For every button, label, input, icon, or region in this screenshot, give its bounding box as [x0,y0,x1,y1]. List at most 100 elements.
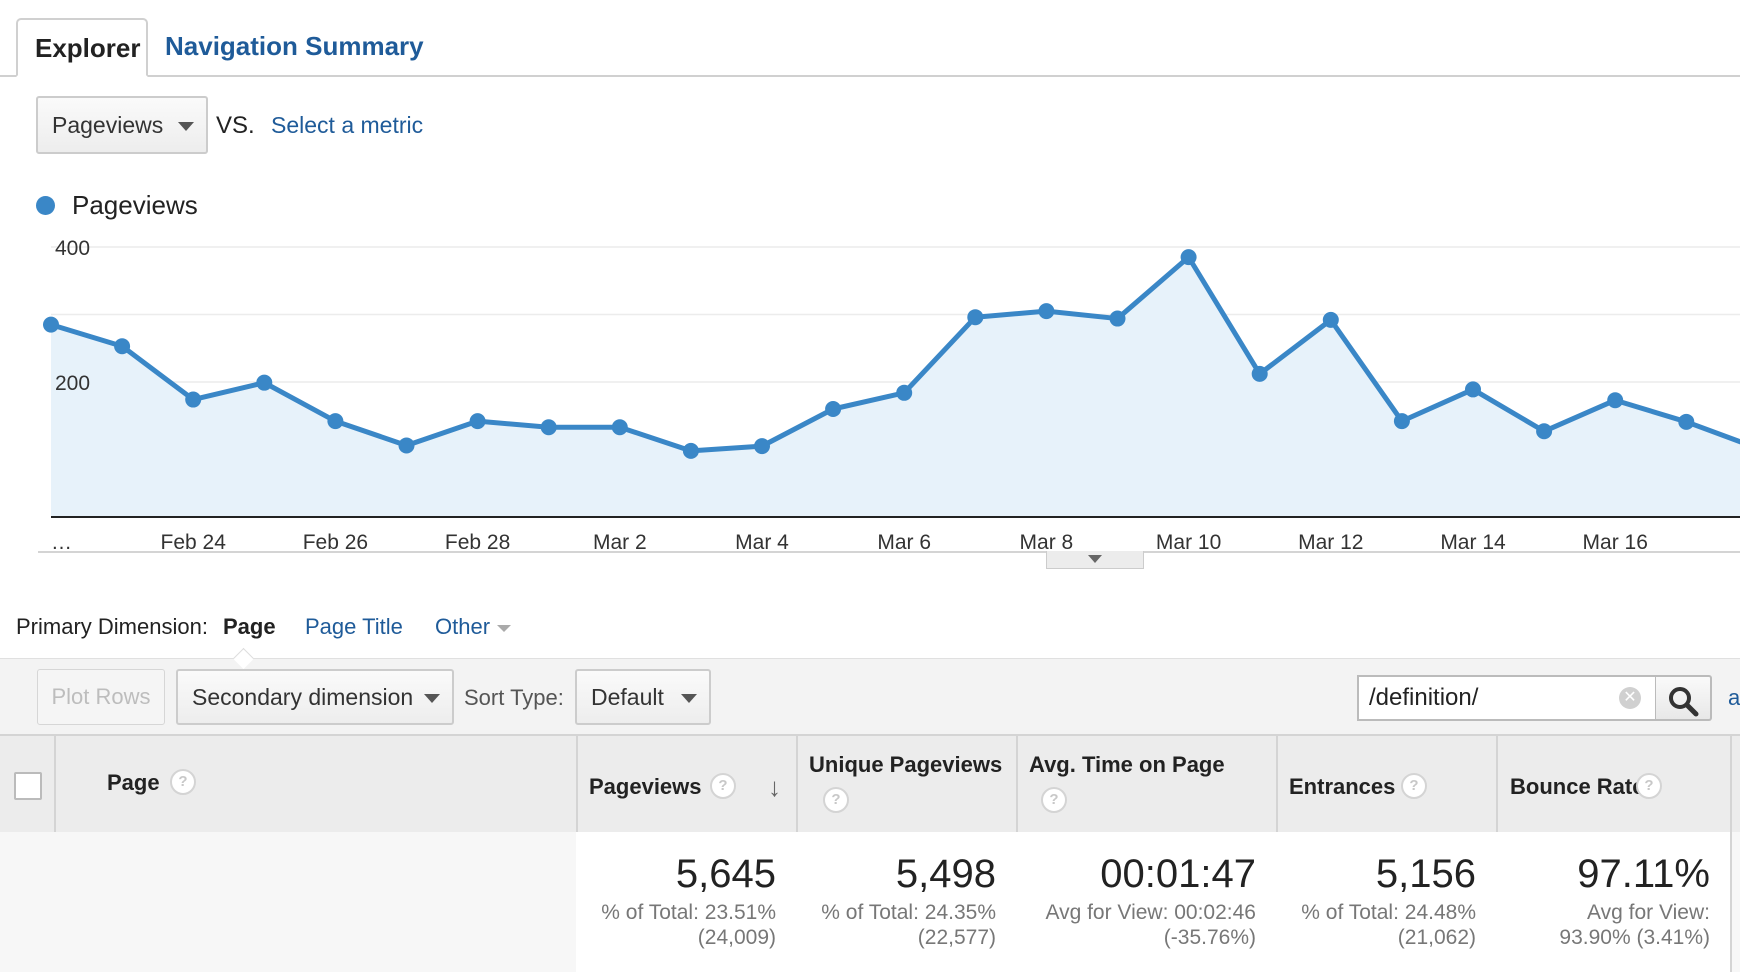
x-tick-label: Mar 14 [1440,531,1506,554]
select-metric-link[interactable]: Select a metric [271,112,424,138]
data-point [1322,311,1339,328]
header-unique-pageviews-label: Unique Pageviews [809,752,1003,777]
chevron-down-icon [681,694,697,703]
chart-collapse-handle[interactable] [1046,551,1144,569]
totals-pageviews: 5,645 % of Total: 23.51% (24,009) [576,832,798,972]
header-entrances-label: Entrances [1289,774,1396,799]
table-header: Page ? Pageviews ? ↓ Unique Pageviews ? … [0,734,1740,834]
totals-bounce-rate: 97.11% Avg for View: 93.90% (3.41%) [1496,832,1732,972]
primary-dimension-label: Primary Dimension: [16,614,208,639]
sort-type-dropdown[interactable]: Default [575,669,711,725]
data-point [256,374,273,391]
help-icon[interactable]: ? [170,769,196,795]
header-avg-time-label: Avg. Time on Page [1029,752,1225,777]
chevron-down-icon [178,122,194,131]
secondary-dimension-label: Secondary dimension [192,684,414,710]
chevron-down-icon [1088,555,1102,563]
data-point [1607,392,1624,409]
data-point [896,384,913,401]
vs-label: VS. [216,112,255,139]
data-point [327,413,344,430]
data-point [967,309,984,326]
header-page-label: Page [107,770,160,795]
table-toolbar: Plot Rows Secondary dimension Sort Type:… [0,658,1740,735]
data-point [1251,365,1268,382]
dimension-other[interactable]: Other [435,614,511,640]
search-icon [1669,687,1699,717]
metric-dropdown-value: Pageviews [52,112,164,138]
data-point [754,438,770,455]
x-tick-label: Mar 4 [735,531,789,554]
table-filter-value: /definition/ [1369,684,1479,711]
data-point [114,338,131,355]
tab-explorer[interactable]: Explorer [16,18,148,77]
sort-descending-icon[interactable]: ↓ [768,772,781,802]
select-all-checkbox[interactable] [14,772,42,800]
total-subtext: % of Total: 24.35% (22,577) [821,901,996,949]
dimension-page-title[interactable]: Page Title [305,614,403,639]
area-fill [51,257,1740,517]
chevron-down-icon [497,625,511,632]
chevron-down-icon [424,694,440,703]
header-bounce-rate[interactable]: Bounce Rate ? [1496,736,1732,832]
header-bounce-rate-label: Bounce Rate [1510,774,1645,799]
header-entrances[interactable]: Entrances ? [1276,736,1498,832]
total-subtext: % of Total: 24.48% (21,062) [1301,901,1476,949]
header-unique-pageviews[interactable]: Unique Pageviews ? [796,736,1018,832]
x-tick-label: … [51,531,72,554]
data-point [185,391,202,408]
header-avg-time-on-page[interactable]: Avg. Time on Page ? [1016,736,1278,832]
search-button[interactable] [1656,675,1712,721]
data-point [398,437,415,454]
header-select-cell [0,736,56,832]
table-filter-input[interactable]: /definition/ ✕ [1357,675,1657,721]
totals-page-cell [54,832,578,972]
data-point [43,316,59,333]
help-icon[interactable]: ? [1041,787,1067,813]
data-point [1393,413,1410,430]
totals-unique-pageviews: 5,498 % of Total: 24.35% (22,577) [796,832,1018,972]
help-icon[interactable]: ? [1401,773,1427,799]
dimension-page[interactable]: Page [223,614,276,639]
pageviews-chart: 400 200 … Feb 24 Feb 26 Feb 28 Mar 2 Mar 4 Mar 6… [43,237,1740,554]
x-tick-label: Mar 10 [1156,531,1221,554]
clear-icon[interactable]: ✕ [1619,687,1641,709]
totals-entrances: 5,156 % of Total: 24.48% (21,062) [1276,832,1498,972]
data-point [1180,249,1197,266]
advanced-filter-link[interactable]: a [1728,685,1740,710]
data-point [682,442,699,459]
metric-dropdown[interactable]: Pageviews [36,96,208,154]
report-tabs: Explorer Navigation Summary [0,0,1740,77]
tab-navigation-summary[interactable]: Navigation Summary [165,31,424,61]
x-tick-label: Mar 16 [1583,531,1648,554]
help-icon[interactable]: ? [823,787,849,813]
header-page[interactable]: Page ? [54,736,578,832]
total-subtext: % of Total: 23.51% (24,009) [601,901,776,949]
data-point [611,419,628,436]
chart-divider [38,551,1740,553]
data-point [1536,423,1553,440]
header-pageviews-label: Pageviews [589,774,702,799]
plot-rows-button[interactable]: Plot Rows [37,669,165,725]
total-value: 5,645 [675,852,776,896]
header-pageviews[interactable]: Pageviews ? ↓ [576,736,798,832]
x-tick-label: Mar 2 [593,531,647,554]
total-value: 00:01:47 [1100,852,1256,896]
data-point [1109,310,1126,327]
x-tick-label: Mar 6 [877,531,931,554]
totals-row: 5,645 % of Total: 23.51% (24,009) 5,498 %… [0,832,1740,972]
secondary-dimension-dropdown[interactable]: Secondary dimension [176,669,454,725]
total-value: 97.11% [1577,852,1710,896]
totals-select-cell [0,832,56,972]
series-swatch [36,196,55,215]
y-tick-label: 200 [55,372,90,395]
y-tick-label: 400 [55,237,90,260]
totals-avg-time-on-page: 00:01:47 Avg for View: 00:02:46 (-35.76%) [1016,832,1278,972]
x-tick-label: Feb 28 [445,531,510,554]
help-icon[interactable]: ? [710,773,736,799]
data-point [1678,413,1695,430]
sort-type-value: Default [591,684,664,710]
x-tick-label: Feb 24 [161,531,227,554]
help-icon[interactable]: ? [1636,773,1662,799]
total-value: 5,156 [1375,852,1476,896]
